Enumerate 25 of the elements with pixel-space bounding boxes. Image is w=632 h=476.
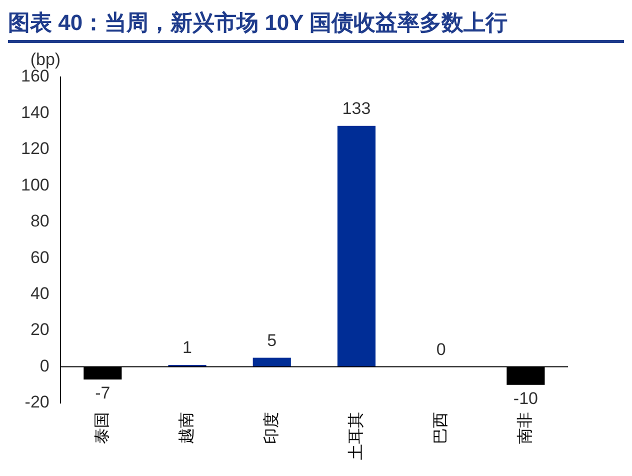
- data-label: -10: [513, 389, 538, 408]
- x-tick-label: 越南: [178, 412, 196, 444]
- y-tick-label: -20: [24, 392, 50, 412]
- x-tick-label: 土耳其: [346, 412, 365, 460]
- y-tick-label: 80: [30, 212, 50, 231]
- data-label: 0: [436, 340, 446, 359]
- y-tick-label: 20: [30, 320, 50, 340]
- y-tick-label: 60: [30, 248, 50, 267]
- chart-title: 图表 40：当周，新兴市场 10Y 国债收益率多数上行: [8, 8, 624, 43]
- data-label: 133: [342, 99, 371, 118]
- bar: [252, 358, 291, 367]
- x-tick-label: 印度: [262, 412, 280, 444]
- y-tick-label: 0: [40, 356, 50, 376]
- bar: [337, 126, 376, 367]
- y-tick-label: 120: [20, 139, 50, 158]
- data-label: 1: [182, 338, 192, 358]
- y-tick-label: 140: [20, 102, 50, 122]
- y-tick-label: 40: [30, 284, 50, 304]
- y-tick-label: 100: [20, 175, 50, 194]
- data-label: 5: [267, 330, 277, 350]
- x-tick-label: 巴西: [432, 412, 450, 444]
- y-axis-title: (bp): [30, 50, 61, 70]
- x-tick-label: 南非: [516, 412, 534, 444]
- x-tick-label: 泰国: [94, 412, 112, 444]
- data-label: -7: [95, 384, 110, 403]
